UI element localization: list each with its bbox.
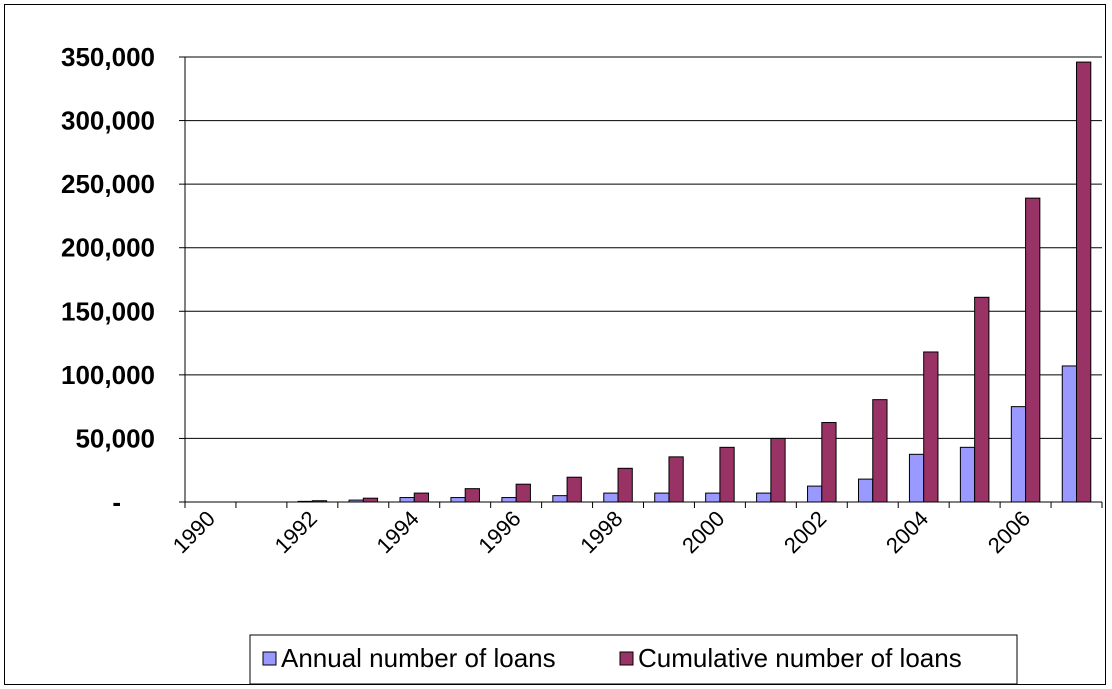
bar-cumulative-1992 xyxy=(311,500,328,503)
x-tick-label: 2004 xyxy=(881,506,933,558)
bar-cumulative-1995 xyxy=(464,488,480,503)
bar-cumulative-1993 xyxy=(362,497,379,503)
bar-cumulative-2000 xyxy=(719,446,735,503)
y-tick-label: 150,000 xyxy=(61,296,155,326)
y-tick-label: 50,000 xyxy=(75,423,155,453)
bar-cumulative-2001 xyxy=(770,437,786,503)
y-tick-label: 350,000 xyxy=(61,42,155,72)
x-tick-label: 1998 xyxy=(575,506,627,558)
bar-cumulative-1997 xyxy=(566,476,582,503)
bar-cumulative-1999 xyxy=(668,456,684,503)
x-tick-label: 2006 xyxy=(983,506,1035,558)
gridlines xyxy=(179,56,1102,503)
bar-annual-2007 xyxy=(1061,365,1078,503)
bar-annual-1994 xyxy=(399,497,415,503)
legend-label-annual: Annual number of loans xyxy=(281,643,556,673)
bar-cumulative-2004 xyxy=(923,351,939,503)
bar-annual-2005 xyxy=(959,446,976,503)
bars xyxy=(297,61,1092,503)
bar-cumulative-1998 xyxy=(617,467,633,503)
bar-annual-1997 xyxy=(552,495,568,503)
bar-cumulative-2005 xyxy=(974,296,990,503)
bar-annual-1998 xyxy=(603,492,619,503)
y-axis-tick-labels: - 50,000 100,000 150,000 200,000 250,000 300,0… xyxy=(61,42,155,517)
y-tick-label: - xyxy=(112,487,121,517)
bar-annual-1999 xyxy=(654,492,670,503)
bar-cumulative-2003 xyxy=(872,399,888,503)
bar-annual-2004 xyxy=(908,453,925,503)
bar-cumulative-2007 xyxy=(1076,61,1092,503)
bar-annual-2003 xyxy=(857,478,874,503)
bar-cumulative-1996 xyxy=(515,483,531,503)
bar-cumulative-2002 xyxy=(821,422,837,503)
legend: Annual number of loans Cumulative number… xyxy=(249,634,1018,685)
x-tick-label: 1994 xyxy=(371,506,423,558)
legend-swatch-annual xyxy=(262,651,277,666)
x-tick-label: 1996 xyxy=(473,506,525,558)
legend-swatch-cumulative xyxy=(619,651,634,666)
bar-annual-1992 xyxy=(297,500,313,503)
chart-frame xyxy=(4,4,1106,685)
legend-label-cumulative: Cumulative number of loans xyxy=(638,643,962,673)
y-tick-label: 200,000 xyxy=(61,233,155,263)
x-axis-tick-labels: 1990 1992 1994 1996 1998 2000 2002 2004 2006 xyxy=(168,506,1035,558)
x-tick-label: 2002 xyxy=(779,506,831,558)
bar-annual-1993 xyxy=(348,499,364,503)
bar-cumulative-2006 xyxy=(1025,197,1041,503)
x-tick-label: 2000 xyxy=(677,506,729,558)
bar-annual-1996 xyxy=(501,497,517,503)
bar-annual-2000 xyxy=(705,492,721,503)
bar-annual-2001 xyxy=(756,492,772,503)
x-tick-label: 1992 xyxy=(270,506,322,558)
y-tick-label: 300,000 xyxy=(61,106,155,136)
y-tick-label: 250,000 xyxy=(61,169,155,199)
bar-annual-1995 xyxy=(450,497,466,503)
bar-cumulative-1994 xyxy=(413,492,430,503)
axes xyxy=(184,57,1103,508)
bar-annual-2002 xyxy=(807,485,823,503)
y-tick-label: 100,000 xyxy=(61,360,155,390)
bar-annual-2006 xyxy=(1010,406,1027,503)
x-tick-label: 1990 xyxy=(168,506,220,558)
